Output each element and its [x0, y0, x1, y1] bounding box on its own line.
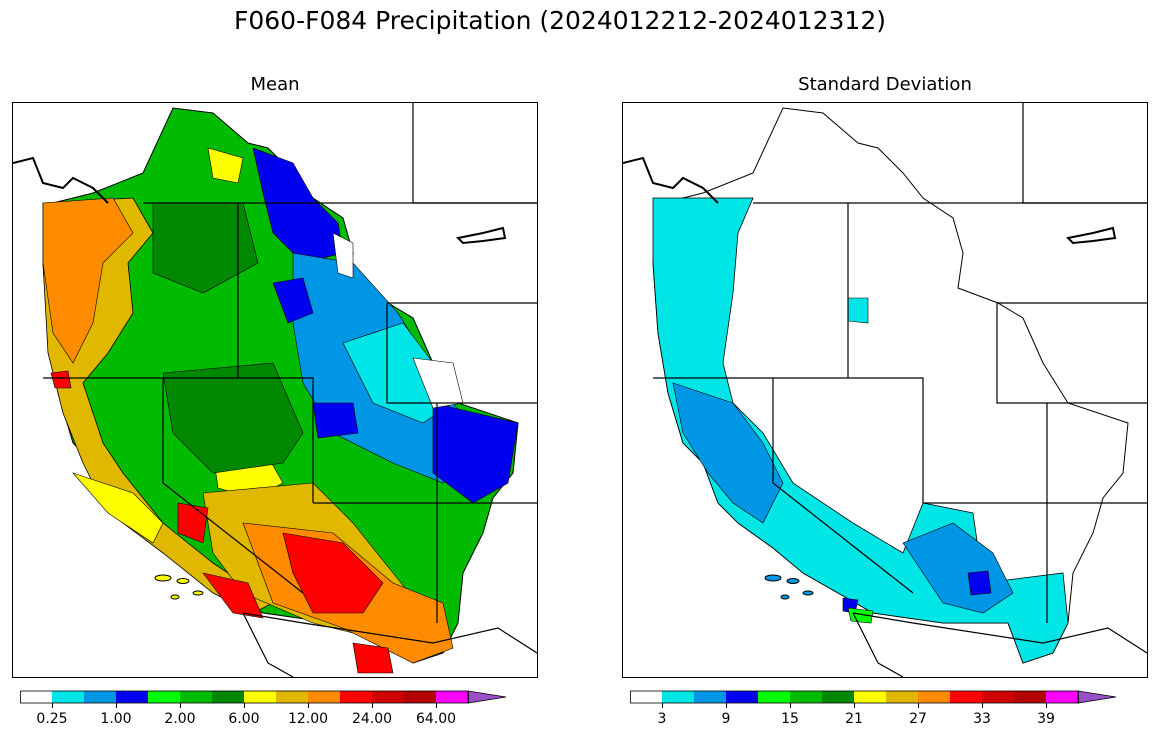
- colorbar-tick: [372, 703, 373, 708]
- blue-spot: [967, 570, 992, 596]
- lake: [1065, 226, 1117, 245]
- colorbar-tick-label: 2.00: [164, 711, 196, 727]
- map-mean: [12, 102, 538, 678]
- colorbar-tick-label: 24.00: [351, 711, 393, 727]
- colorbar-tick: [116, 703, 117, 708]
- colorbar-swatch: [950, 691, 982, 703]
- blue-east: [272, 277, 314, 324]
- red-south: [202, 572, 264, 619]
- white-east: [332, 232, 354, 279]
- map-mean-svg: [13, 103, 537, 677]
- colorbar-tick-label: 9: [721, 711, 731, 727]
- colorbar-tick: [918, 703, 919, 708]
- colorbar-swatch: [1046, 691, 1078, 703]
- colorbar-tick: [180, 703, 181, 708]
- colorbar-tick: [1046, 703, 1047, 708]
- red-north: [50, 370, 72, 389]
- panel-title-mean: Mean: [250, 74, 300, 95]
- red-south: [352, 642, 394, 674]
- colorbar-extend-arrow: [1077, 690, 1117, 704]
- yellow-patch: [72, 472, 164, 544]
- colorbar-swatch: [244, 691, 276, 703]
- colorbar-tick-label: 12.00: [287, 711, 329, 727]
- colorbar-swatch: [822, 691, 854, 703]
- cyan-patch: [847, 297, 869, 324]
- colorbar-swatch: [148, 691, 180, 703]
- colorbar-swatch: [276, 691, 308, 703]
- state-borders: [43, 103, 537, 677]
- darkgreen-basin: [162, 362, 304, 474]
- colorbar-swatch: [20, 691, 52, 703]
- colorbar-swatch: [694, 691, 726, 703]
- colorbar-stddev: [630, 689, 1142, 708]
- colorbar-swatch: [116, 691, 148, 703]
- figure-title: F060-F084 Precipitation (2024012212-2024…: [233, 6, 886, 35]
- colorbar-swatch: [404, 691, 436, 703]
- map-stddev-svg: [623, 103, 1147, 677]
- colorbar-tick-label: 27: [909, 711, 927, 727]
- colorbar-tick-label: 15: [781, 711, 799, 727]
- colorbar-swatch: [180, 691, 212, 703]
- colorbar-tick: [308, 703, 309, 708]
- colorbar-tick-label: 33: [973, 711, 991, 727]
- colorbar-swatch: [84, 691, 116, 703]
- state-borders: [653, 103, 1147, 677]
- blue-east: [432, 402, 519, 504]
- colorbar-tick: [244, 703, 245, 708]
- colorbar-tick: [726, 703, 727, 708]
- coastline: [623, 156, 719, 204]
- lightblue-band: [672, 382, 784, 524]
- coastal-orange: [42, 197, 134, 364]
- colorbar-tick: [436, 703, 437, 708]
- colorbar-swatch: [854, 691, 886, 703]
- colorbar-tick-label: 39: [1037, 711, 1055, 727]
- map-stddev: [622, 102, 1148, 678]
- colorbar-swatch: [212, 691, 244, 703]
- colorbar-swatch: [308, 691, 340, 703]
- colorbar-tick-label: 0.25: [36, 711, 68, 727]
- colorbar-swatch: [758, 691, 790, 703]
- colorbar-swatch: [886, 691, 918, 703]
- colorbar-tick: [854, 703, 855, 708]
- colorbar-tick: [982, 703, 983, 708]
- colorbar-swatch: [630, 691, 662, 703]
- panel-title-stddev: Standard Deviation: [798, 74, 972, 95]
- yellow-patch: [207, 147, 244, 184]
- colorbar-stddev-svg: [630, 690, 1117, 704]
- colorbar-swatch: [1014, 691, 1046, 703]
- lake: [455, 226, 507, 245]
- colorbar-swatch: [340, 691, 372, 703]
- colorbar-tick: [662, 703, 663, 708]
- colorbar-swatch: [726, 691, 758, 703]
- blue-east: [312, 402, 359, 439]
- islands: [764, 574, 814, 600]
- coastline: [13, 156, 109, 204]
- colorbar-mean-svg: [20, 690, 507, 704]
- red-south: [282, 532, 384, 614]
- colorbar-tick: [790, 703, 791, 708]
- islands: [154, 574, 204, 600]
- colorbar-tick-label: 64.00: [415, 711, 457, 727]
- colorbar-tick-label: 6.00: [228, 711, 260, 727]
- colorbar-mean: [20, 689, 532, 708]
- colorbar-swatch: [982, 691, 1014, 703]
- colorbar-extend-arrow: [467, 690, 507, 704]
- colorbar-swatch: [662, 691, 694, 703]
- colorbar-tick-label: 3: [657, 711, 667, 727]
- green-spot: [847, 607, 874, 624]
- colorbar-swatch: [372, 691, 404, 703]
- colorbar-tick-label: 21: [845, 711, 863, 727]
- colorbar-tick-label: 1.00: [100, 711, 132, 727]
- colorbar-swatch: [52, 691, 84, 703]
- colorbar-swatch: [436, 691, 468, 703]
- colorbar-swatch: [918, 691, 950, 703]
- colorbar-swatch: [790, 691, 822, 703]
- colorbar-tick: [52, 703, 53, 708]
